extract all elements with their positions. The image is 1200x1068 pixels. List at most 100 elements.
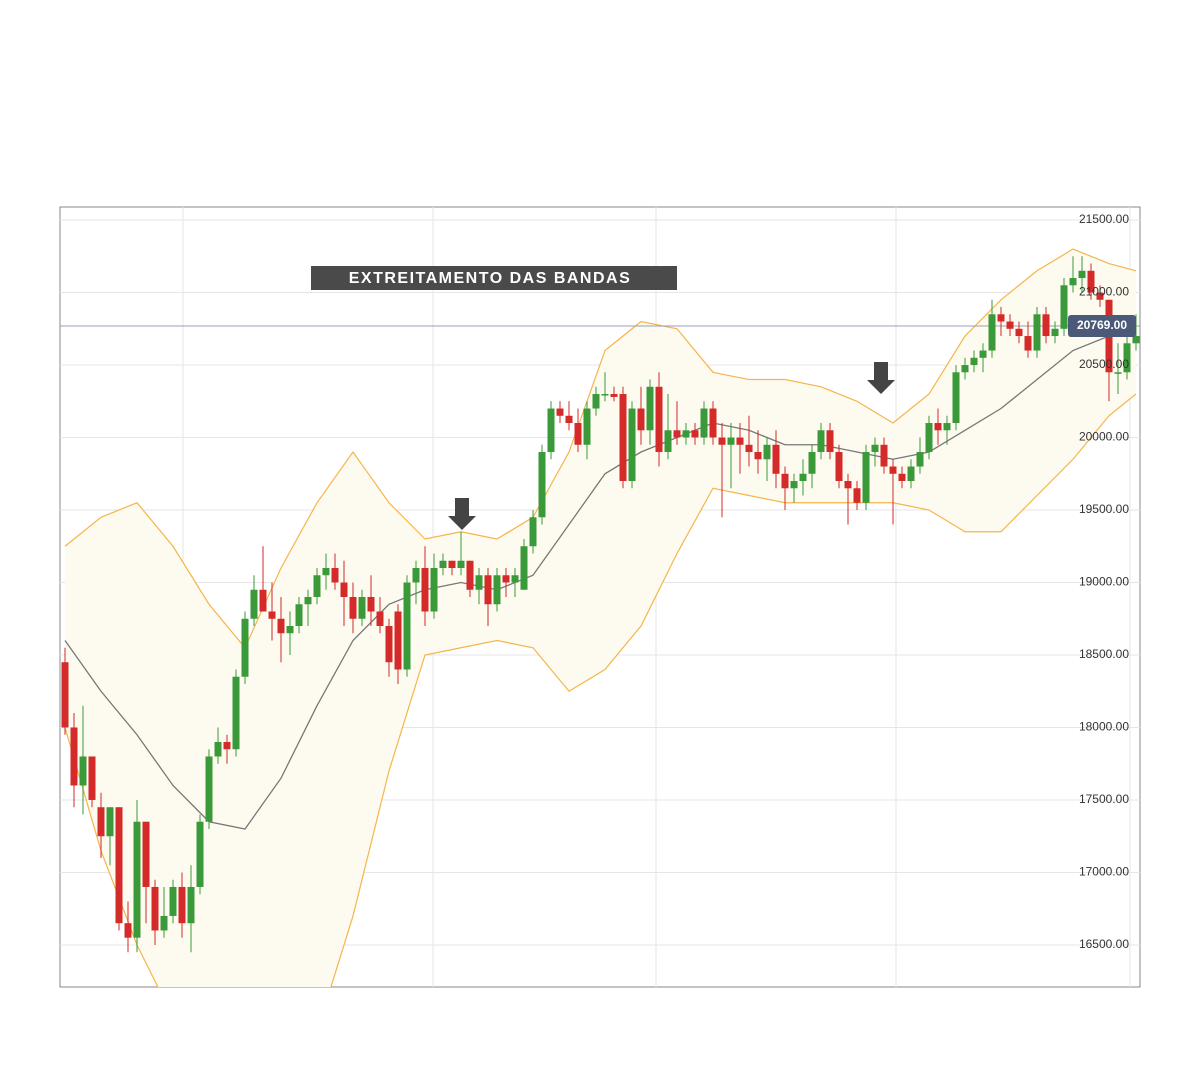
candle-body (1006, 321, 1014, 329)
candle-body (718, 437, 726, 445)
candle-body (763, 444, 771, 460)
candle-body (349, 597, 357, 619)
candle-body (1078, 270, 1086, 279)
candle-body (619, 394, 627, 482)
candle-body (277, 618, 285, 634)
candle-body (952, 372, 960, 424)
candle-body (1087, 270, 1095, 293)
candle-body (682, 430, 690, 438)
candle-body (187, 886, 195, 924)
candle-body (295, 604, 303, 626)
candle-body (475, 575, 483, 590)
candle-body (430, 568, 438, 612)
y-tick-label: 19000.00 (1079, 575, 1129, 589)
candle-body (628, 408, 636, 482)
candle-body (556, 408, 564, 416)
candle-body (196, 821, 204, 887)
candle-body (385, 625, 393, 663)
annotation: EXTREITAMENTO DAS BANDAS (311, 266, 677, 290)
candle-body (1033, 314, 1041, 351)
y-tick-label: 17000.00 (1079, 865, 1129, 879)
candle-body (1015, 328, 1023, 337)
candle-body (781, 473, 789, 489)
candle-body (898, 473, 906, 482)
candle-body (664, 430, 672, 453)
candle-body (844, 481, 852, 489)
last-price-label: 20769.00 (1077, 318, 1127, 332)
y-tick-label: 16500.00 (1079, 937, 1129, 951)
candle-body (340, 582, 348, 597)
candle-body (601, 394, 609, 396)
candle-body (799, 473, 807, 482)
candle-body (160, 915, 168, 931)
candle-body (151, 886, 159, 931)
candle-body (304, 597, 312, 605)
y-tick-label: 21500.00 (1079, 212, 1129, 226)
candle-body (412, 568, 420, 583)
candle-body (925, 423, 933, 453)
candle-body (520, 546, 528, 590)
candle-body (331, 568, 339, 583)
arrow (448, 498, 476, 530)
candle-body (124, 923, 132, 938)
candle-body (511, 575, 519, 583)
candle-body (943, 423, 951, 431)
candle-body (547, 408, 555, 453)
candle-body (745, 444, 753, 453)
candle-body (403, 582, 411, 670)
candle-body (934, 423, 942, 431)
outer-band (64, 393, 1137, 987)
candle-body (637, 408, 645, 431)
candle-body (871, 444, 879, 453)
candle-body (970, 357, 978, 366)
candle-body (1024, 336, 1032, 351)
middle-band (64, 328, 1137, 830)
candle-body (583, 408, 591, 445)
candle-body (997, 314, 1005, 322)
candle-body (835, 452, 843, 482)
y-tick-label: 20000.00 (1079, 430, 1129, 444)
candle-body (169, 886, 177, 916)
candle-body (1114, 372, 1122, 374)
candle-body (313, 575, 321, 597)
candle-body (736, 437, 744, 445)
y-tick-label: 18000.00 (1079, 720, 1129, 734)
candle-body (61, 662, 69, 728)
candle-body (1132, 336, 1140, 344)
plot-area (60, 248, 1140, 987)
candle-body (421, 568, 429, 612)
candle-body (790, 481, 798, 489)
candle-body (259, 589, 267, 612)
candle-body (268, 611, 276, 619)
candle-body (502, 575, 510, 583)
candle-body (889, 466, 897, 474)
candle-body (250, 589, 258, 619)
candle-body (691, 430, 699, 438)
candle-body (574, 423, 582, 445)
candle-body (106, 807, 114, 837)
candle-body (817, 430, 825, 453)
candle-body (205, 756, 213, 822)
candle-body (88, 756, 96, 800)
candle-body (565, 415, 573, 424)
candle-body (655, 386, 663, 453)
band-fill (65, 249, 1136, 987)
candle-body (484, 575, 492, 605)
candle-body (529, 517, 537, 547)
candle-body (394, 611, 402, 670)
candle-body (232, 676, 240, 750)
candle-body (79, 756, 87, 786)
y-tick-label: 18500.00 (1079, 647, 1129, 661)
candle-body (286, 625, 294, 634)
candle-body (808, 452, 816, 474)
candle-body (961, 365, 969, 373)
candle-body (358, 597, 366, 619)
candle-body (322, 568, 330, 576)
candle-body (214, 741, 222, 757)
candle-body (133, 821, 141, 938)
candle-body (853, 488, 861, 503)
candle-body (376, 611, 384, 626)
candle-body (592, 394, 600, 409)
candle-body (709, 408, 717, 438)
